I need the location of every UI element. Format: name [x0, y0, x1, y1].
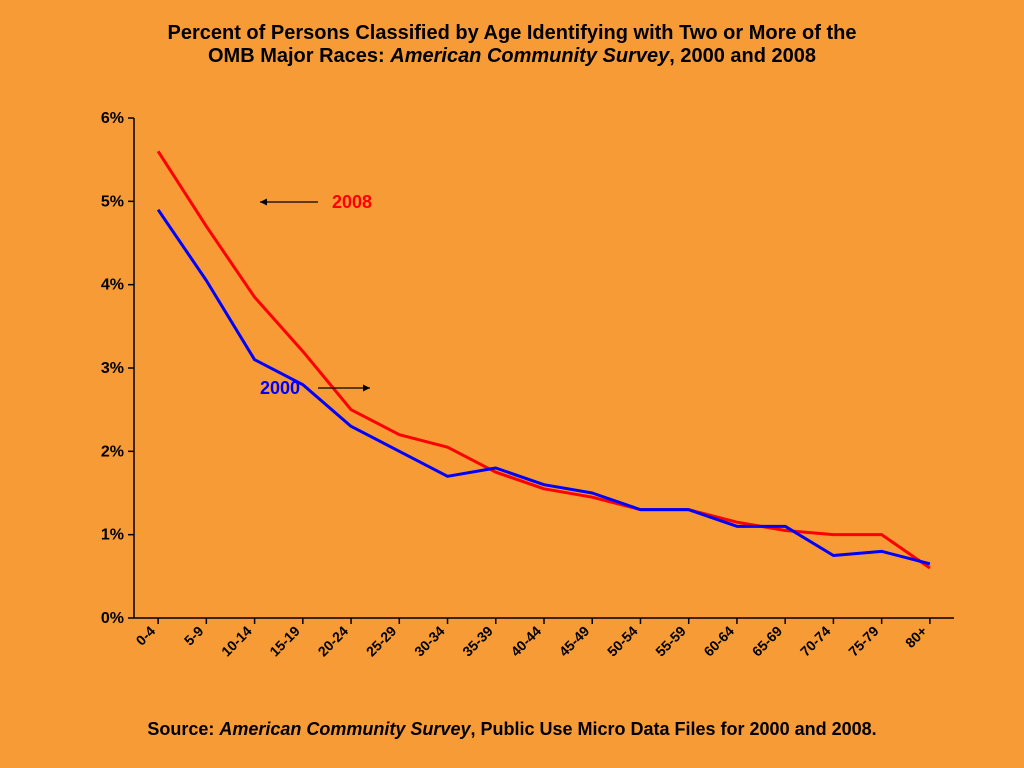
x-tick-label: 50-54: [604, 623, 641, 660]
y-tick-label: 6%: [101, 110, 124, 127]
line-chart: 0% 1% 2% 3% 4% 5% 6% 0-4 5-9 10-14 15-19 20-24 25-29…: [0, 0, 1024, 768]
source-footnote: Source: American Community Survey, Publi…: [0, 719, 1024, 740]
y-tick-label: 0%: [101, 610, 124, 627]
x-tick-label: 30-34: [411, 623, 448, 660]
x-tick-label: 40-44: [507, 623, 544, 660]
chart-stage: Percent of Persons Classified by Age Ide…: [0, 0, 1024, 768]
x-tick-label: 25-29: [363, 623, 400, 660]
y-tick-label: 2%: [101, 443, 124, 460]
x-tick-label: 45-49: [556, 623, 593, 660]
chart-title: Percent of Persons Classified by Age Ide…: [0, 22, 1024, 68]
x-tick-label: 10-14: [218, 623, 255, 660]
series-label-2000: 2000: [260, 378, 300, 398]
title-line-2: OMB Major Races: American Community Surv…: [0, 45, 1024, 68]
x-tick-label: 80+: [902, 623, 930, 651]
x-tick-label: 70-74: [797, 623, 834, 660]
source-suffix: , Public Use Micro Data Files for 2000 a…: [470, 719, 876, 739]
x-tick-label: 0-4: [133, 623, 159, 649]
source-italic: American Community Survey: [219, 719, 470, 739]
title-line2-a: OMB Major Races:: [208, 45, 390, 67]
x-tick-label: 20-24: [315, 623, 352, 660]
y-tick-label: 3%: [101, 360, 124, 377]
x-tick-label: 75-79: [845, 623, 882, 660]
y-tick-label: 4%: [101, 277, 124, 294]
y-tick-label: 5%: [101, 193, 124, 210]
x-tick-label: 55-59: [652, 623, 689, 660]
source-prefix: Source:: [147, 719, 219, 739]
y-tick-label: 1%: [101, 527, 124, 544]
series-2008: [158, 151, 930, 568]
x-tick-label: 5-9: [181, 623, 207, 649]
title-line2-b: , 2000 and 2008: [669, 45, 816, 67]
x-tick-label: 15-19: [266, 623, 303, 660]
x-tick-label: 65-69: [749, 623, 786, 660]
x-tick-label: 35-39: [459, 623, 496, 660]
title-line2-italic: American Community Survey: [390, 45, 669, 67]
title-line-1: Percent of Persons Classified by Age Ide…: [0, 22, 1024, 45]
series-label-2008: 2008: [332, 192, 372, 212]
x-tick-label: 60-64: [700, 623, 737, 660]
